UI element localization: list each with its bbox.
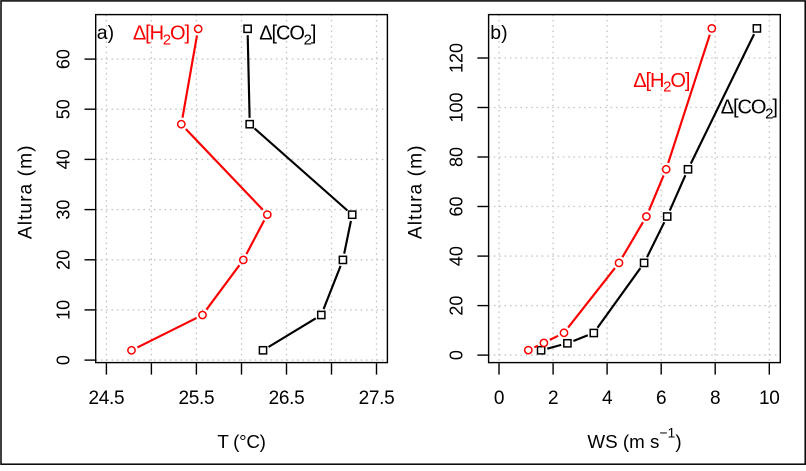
svg-text:T (°C): T (°C) [217, 431, 265, 452]
svg-text:27.5: 27.5 [359, 388, 395, 409]
svg-text:10: 10 [759, 388, 780, 409]
svg-text:100: 100 [446, 92, 466, 122]
svg-text:8: 8 [710, 388, 720, 409]
svg-text:60: 60 [446, 196, 466, 216]
svg-text:Δ[CO2]: Δ[CO2] [259, 22, 316, 48]
svg-text:40: 40 [446, 246, 466, 266]
svg-text:80: 80 [446, 147, 466, 167]
svg-text:Δ[H2O]: Δ[H2O] [633, 70, 690, 96]
svg-text:Altura (m): Altura (m) [406, 144, 427, 239]
svg-text:b): b) [490, 22, 507, 44]
svg-text:60: 60 [54, 49, 74, 69]
svg-text:24.5: 24.5 [89, 388, 125, 409]
svg-text:0: 0 [54, 355, 74, 365]
svg-text:40: 40 [54, 149, 74, 169]
svg-text:Altura (m): Altura (m) [16, 144, 37, 239]
svg-text:6: 6 [656, 388, 666, 409]
svg-text:Δ[H2O]: Δ[H2O] [133, 22, 190, 48]
svg-text:20: 20 [54, 250, 74, 270]
svg-text:10: 10 [54, 300, 74, 320]
svg-text:4: 4 [602, 388, 613, 409]
svg-text:0: 0 [494, 388, 504, 409]
svg-text:30: 30 [54, 200, 74, 220]
svg-text:120: 120 [446, 43, 466, 73]
svg-text:a): a) [97, 22, 114, 44]
svg-text:0: 0 [446, 350, 466, 360]
svg-text:2: 2 [548, 388, 558, 409]
svg-text:26.5: 26.5 [269, 388, 305, 409]
svg-text:20: 20 [446, 296, 466, 316]
svg-text:50: 50 [54, 99, 74, 119]
svg-text:25.5: 25.5 [179, 388, 215, 409]
